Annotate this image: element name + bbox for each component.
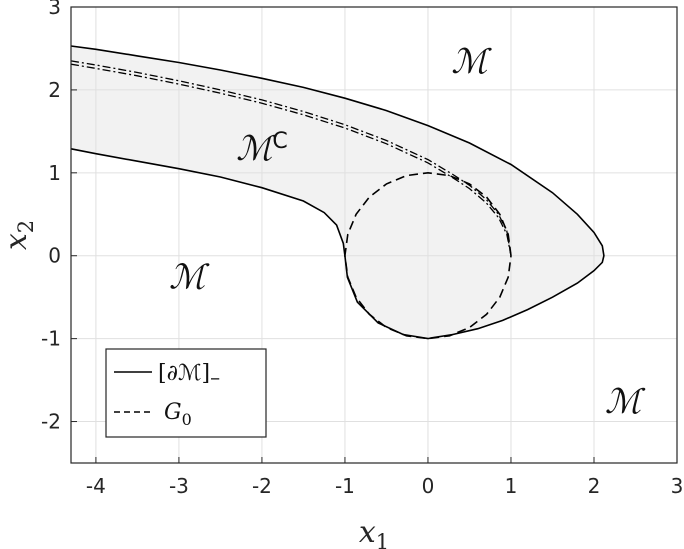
y-tick-label: -2 — [41, 410, 61, 434]
series-layer — [70, 45, 605, 340]
x-tick-label: -2 — [252, 474, 272, 498]
legend: [∂ℳ]– G0 — [105, 348, 267, 438]
y-axis-label-sub: 2 — [14, 220, 38, 233]
x-tick-label: 0 — [422, 474, 435, 498]
y-tick-label: 0 — [48, 244, 61, 268]
x-tick-label: 1 — [505, 474, 518, 498]
region-label-m: ℳ — [605, 382, 646, 422]
region-label-symbol: ℳ — [605, 382, 646, 422]
y-axis-label: x2 — [0, 220, 38, 250]
region-label-symbol: ℳ — [169, 257, 210, 297]
x-tick-label: 3 — [671, 474, 684, 498]
x-axis-label: x1 — [359, 515, 389, 549]
legend-box — [105, 348, 267, 438]
series-line-solid-0 — [70, 45, 605, 340]
y-tick-label: 1 — [48, 161, 61, 185]
legend-label-boundary: [∂ℳ]– — [158, 361, 220, 389]
grid-lines — [71, 7, 677, 463]
legend-label-boundary-main: [∂ℳ] — [158, 361, 210, 386]
region-label-m: ℳ — [451, 42, 492, 82]
y-tick-label: -1 — [41, 327, 61, 351]
legend-label-boundary-sub: – — [210, 365, 220, 389]
region-label-superscript: C — [272, 129, 287, 154]
series-line-dashdot-2 — [70, 60, 512, 256]
x-axis-label-main: x — [359, 515, 376, 549]
y-axis-label-main: x — [0, 233, 34, 250]
legend-label-g0-sub: 0 — [182, 410, 192, 429]
region-label-m: ℳ — [169, 257, 210, 297]
x-tick-label: -3 — [169, 474, 189, 498]
x-tick-label: -4 — [86, 474, 106, 498]
axis-ticks: -4 -3 -2 -1 0 1 2 3 3 2 1 0 -1 -2 — [41, 0, 683, 498]
y-tick-label: 3 — [48, 0, 61, 19]
legend-label-g0-main: G — [164, 400, 182, 425]
region-label-symbol: ℳ — [451, 42, 492, 82]
y-tick-label: 2 — [48, 78, 61, 102]
plot-frame — [70, 6, 678, 464]
region-label-complement: ℳC — [236, 129, 288, 169]
series-line-dashdot-3 — [70, 63, 512, 256]
x-tick-label: -1 — [335, 474, 355, 498]
region-label-symbol: ℳ — [236, 129, 277, 169]
legend-label-g0: G0 — [164, 400, 192, 429]
series-line-dashed-1 — [344, 171, 512, 340]
x-axis-label-sub: 1 — [376, 530, 389, 549]
x-tick-label: 2 — [588, 474, 601, 498]
